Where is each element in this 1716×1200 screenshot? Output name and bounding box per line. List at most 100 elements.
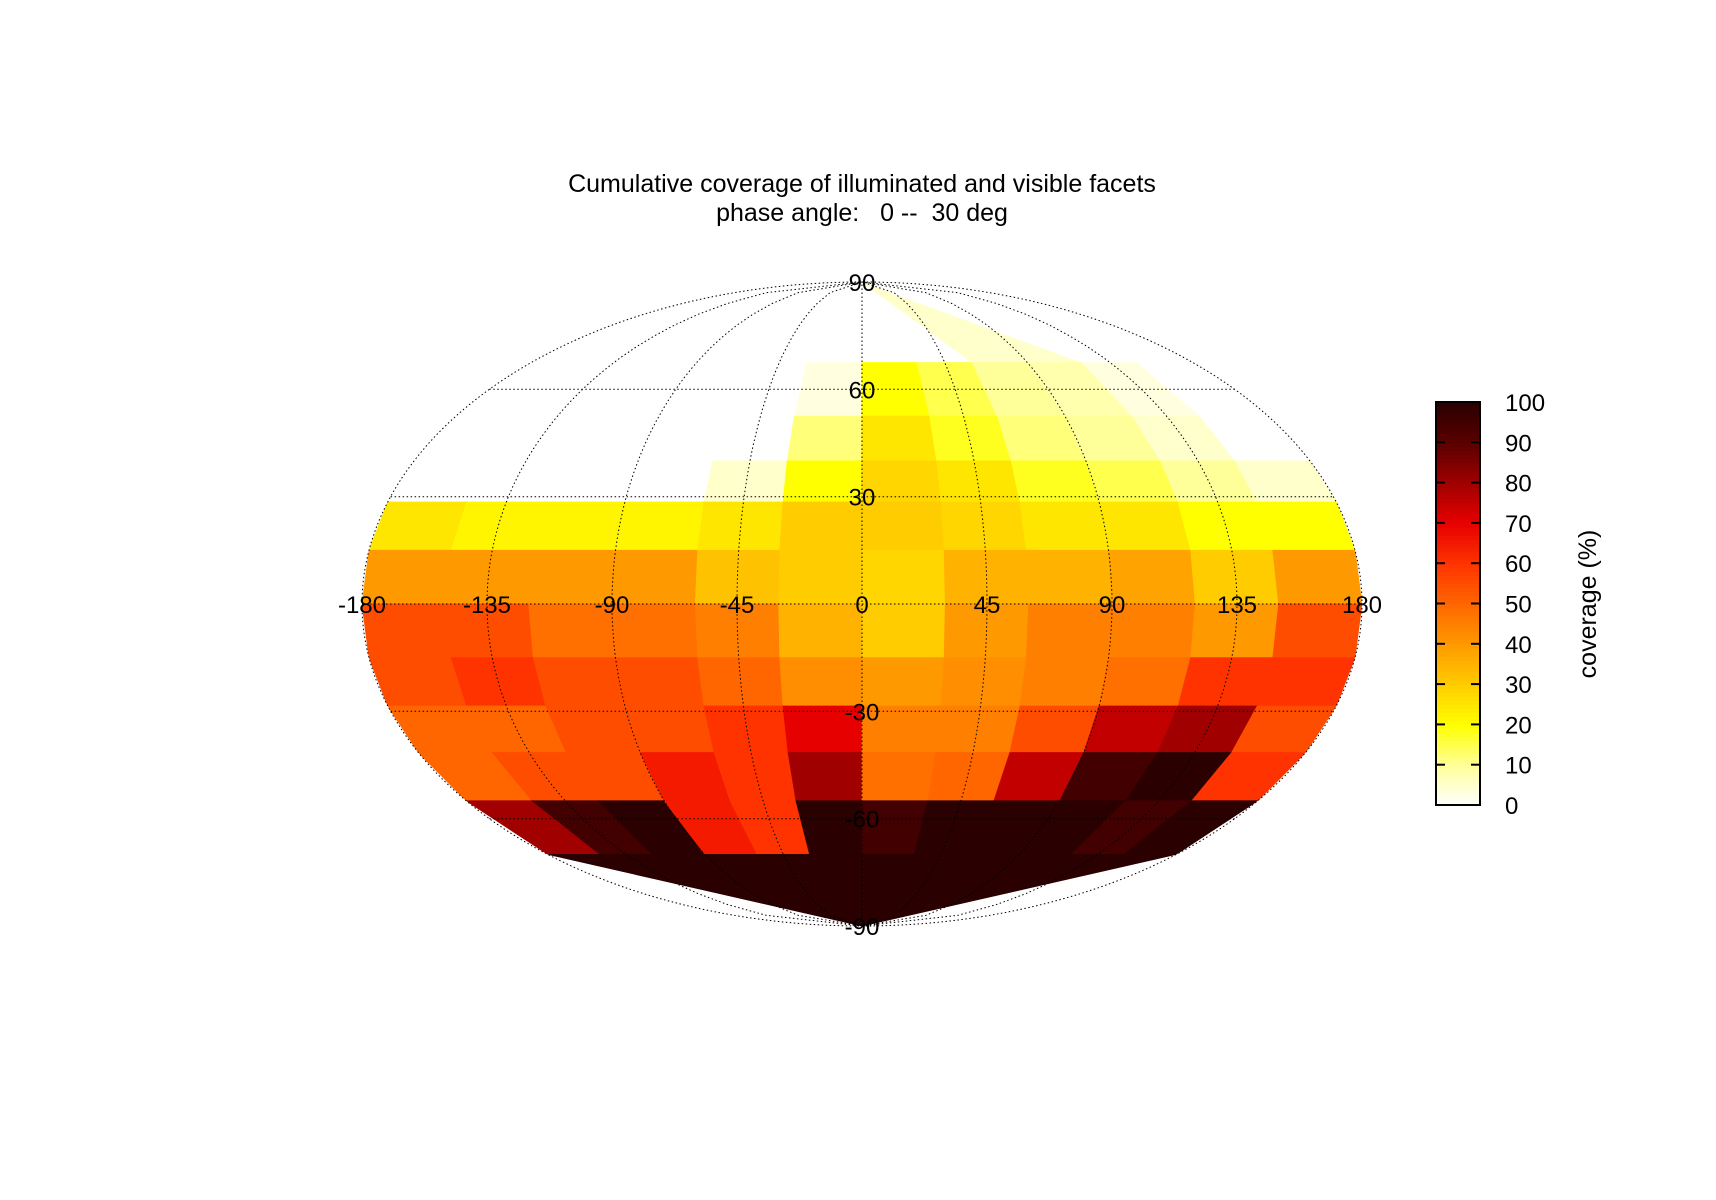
axis-labels: -180 -135 -90 -45 0 45 90 135 180 90 60 30 -30 -60 -90 bbox=[338, 270, 1382, 941]
coverage-cell bbox=[624, 705, 715, 753]
coverage-cell bbox=[778, 549, 863, 605]
colorbar-segment bbox=[1436, 422, 1480, 427]
coverage-cell bbox=[861, 752, 937, 802]
colorbar-segment bbox=[1436, 748, 1480, 754]
y-tick-label: -30 bbox=[845, 699, 880, 726]
colorbar-segment bbox=[1436, 704, 1480, 709]
coverage-cell bbox=[652, 854, 863, 926]
colorbar-segment bbox=[1436, 470, 1480, 476]
colorbar-segment bbox=[1436, 688, 1480, 693]
coverage-cell bbox=[1098, 657, 1192, 707]
coverage-cell bbox=[703, 705, 789, 753]
coverage-cell bbox=[861, 415, 938, 462]
colorbar-segment bbox=[1436, 482, 1480, 488]
x-tick-label: 90 bbox=[1099, 592, 1126, 619]
y-tick-label: -60 bbox=[845, 807, 880, 834]
coverage-cell bbox=[778, 603, 863, 659]
coverage-cell bbox=[935, 705, 1021, 753]
y-tick-label: 30 bbox=[849, 485, 876, 512]
colorbar-segment bbox=[1436, 510, 1480, 516]
colorbar-segment bbox=[1436, 716, 1480, 721]
colorbar-segment bbox=[1436, 784, 1480, 790]
colorbar-segment bbox=[1436, 502, 1480, 508]
colorbar-tick-label: 40 bbox=[1505, 632, 1532, 659]
colorbar-tick-label: 90 bbox=[1505, 430, 1532, 457]
colorbar-segment bbox=[1436, 800, 1480, 806]
colorbar-segment bbox=[1436, 607, 1480, 613]
colorbar-tick-label: 60 bbox=[1505, 551, 1532, 578]
colorbar-segment bbox=[1436, 559, 1480, 564]
colorbar-segment bbox=[1436, 720, 1480, 725]
coverage-cell bbox=[615, 501, 705, 551]
x-tick-label: -135 bbox=[463, 592, 511, 619]
x-tick-label: -45 bbox=[720, 592, 755, 619]
colorbar-segment bbox=[1436, 732, 1480, 738]
coverage-cell bbox=[532, 657, 626, 707]
coverage-cell bbox=[1256, 657, 1356, 707]
x-tick-label: 180 bbox=[1342, 592, 1382, 619]
colorbar-segment bbox=[1436, 764, 1480, 770]
y-tick-label: 60 bbox=[849, 377, 876, 404]
x-tick-label: 45 bbox=[974, 592, 1001, 619]
colorbar-tick-label: 10 bbox=[1505, 753, 1532, 780]
colorbar-segment bbox=[1436, 486, 1480, 492]
x-tick-label: 0 bbox=[855, 592, 868, 619]
coverage-cell bbox=[787, 752, 863, 802]
colorbar-segment bbox=[1436, 788, 1480, 794]
colorbar-segment bbox=[1436, 530, 1480, 536]
colorbar-segment bbox=[1436, 667, 1480, 673]
colorbar-segment bbox=[1436, 551, 1480, 556]
colorbar-label: coverage (%) bbox=[1574, 530, 1602, 679]
coverage-cell bbox=[940, 657, 1027, 707]
colorbar-segment bbox=[1436, 680, 1480, 685]
colorbar-segment bbox=[1436, 700, 1480, 705]
colorbar-segment bbox=[1436, 712, 1480, 717]
colorbar-segment bbox=[1436, 474, 1480, 480]
colorbar-tick-label: 80 bbox=[1505, 471, 1532, 498]
colorbar-segment bbox=[1436, 611, 1480, 617]
coverage-cell bbox=[755, 854, 863, 926]
coverage-cell bbox=[940, 501, 1027, 551]
colorbar-segment bbox=[1436, 410, 1480, 415]
colorbar-segment bbox=[1436, 744, 1480, 750]
x-tick-label: -90 bbox=[595, 592, 630, 619]
chart-title: Cumulative coverage of illuminated and v… bbox=[568, 170, 1156, 198]
colorbar-segment bbox=[1436, 676, 1480, 681]
colorbar-tick-label: 50 bbox=[1505, 592, 1532, 619]
colorbar-segment bbox=[1436, 684, 1480, 689]
colorbar-segment bbox=[1436, 434, 1480, 439]
colorbar-segment bbox=[1436, 728, 1480, 734]
colorbar-tick-label: 0 bbox=[1505, 793, 1518, 820]
coverage-cell bbox=[712, 415, 795, 462]
coverage-map bbox=[362, 282, 1362, 926]
colorbar-segment bbox=[1436, 780, 1480, 786]
colorbar-tick-label: 70 bbox=[1505, 511, 1532, 538]
colorbar-segment bbox=[1436, 724, 1480, 730]
colorbar-segment bbox=[1436, 563, 1480, 568]
colorbar-segment bbox=[1436, 627, 1480, 633]
colorbar-segment bbox=[1436, 756, 1480, 762]
colorbar-segment bbox=[1436, 462, 1480, 468]
colorbar-segment bbox=[1436, 619, 1480, 625]
colorbar-segment bbox=[1436, 631, 1480, 637]
colorbar-segment bbox=[1436, 430, 1480, 435]
coverage-cell bbox=[624, 460, 714, 503]
colorbar-segment bbox=[1436, 494, 1480, 500]
coverage-cell bbox=[1019, 657, 1109, 707]
colorbar-segment bbox=[1436, 466, 1480, 472]
colorbar-segment bbox=[1436, 736, 1480, 742]
y-tick-label: 90 bbox=[849, 270, 876, 297]
colorbar: 0 10 20 30 40 50 60 70 80 90 100 bbox=[1435, 390, 1545, 820]
colorbar-segment bbox=[1436, 450, 1480, 455]
y-tick-label: -90 bbox=[845, 914, 880, 941]
colorbar-segment bbox=[1436, 506, 1480, 512]
colorbar-segment bbox=[1436, 514, 1480, 520]
colorbar-segment bbox=[1436, 615, 1480, 621]
colorbar-segment bbox=[1436, 635, 1480, 641]
colorbar-segment bbox=[1436, 547, 1480, 552]
coverage-cell bbox=[599, 854, 863, 926]
coverage-cell bbox=[450, 501, 547, 551]
colorbar-segment bbox=[1436, 583, 1480, 588]
coverage-cell bbox=[1256, 501, 1356, 551]
colorbar-tick-label: 100 bbox=[1505, 390, 1545, 417]
